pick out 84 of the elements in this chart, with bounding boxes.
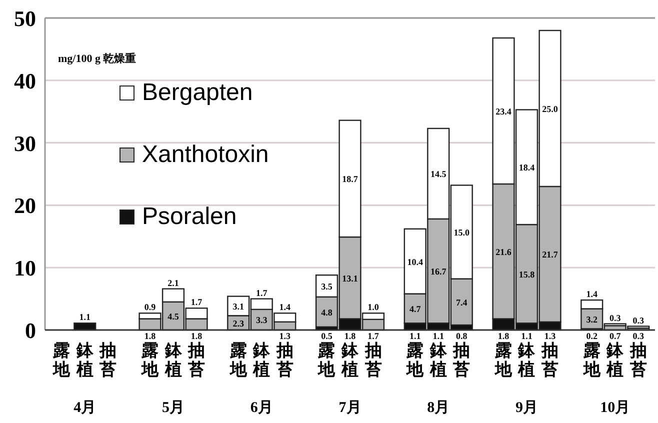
data-label: 0.3 (632, 315, 644, 326)
data-label: 3.1 (232, 301, 244, 312)
data-label: 16.7 (430, 266, 447, 277)
y-axis-title: mg/100 g 乾燥重 (58, 52, 136, 65)
data-label: 0.9 (144, 302, 156, 312)
legend-label: Bergapten (142, 79, 253, 106)
x-tick-label: 鉢植 (517, 341, 536, 379)
x-tick-label: 鉢植 (164, 341, 183, 379)
data-label: 1.8 (190, 331, 203, 341)
data-label: 3.2 (586, 314, 598, 324)
data-label: 15.8 (518, 269, 536, 280)
data-label: 1.1 (432, 331, 444, 341)
x-tick-label: 露地 (52, 341, 72, 379)
data-label: 21.6 (496, 246, 512, 257)
data-label: 0.2 (586, 331, 598, 341)
data-label: 0.7 (609, 331, 622, 341)
data-label: 2.1 (168, 278, 180, 288)
data-label: 18.4 (518, 162, 536, 173)
y-tick-label: 10 (14, 256, 36, 281)
data-label: 10.4 (407, 256, 424, 267)
data-label: 1.7 (368, 331, 380, 341)
data-label: 23.4 (496, 106, 512, 116)
data-label: 1.1 (79, 312, 92, 322)
data-label: 15.0 (454, 228, 470, 238)
data-label: 3.3 (256, 315, 268, 326)
x-tick-label: 鉢植 (75, 341, 94, 379)
data-label: 1.7 (190, 297, 203, 308)
data-label: 0.5 (321, 331, 333, 341)
text: 5月 (162, 400, 185, 416)
y-tick-label: 30 (14, 130, 36, 156)
text: 9月 (515, 400, 538, 416)
data-label: 1.3 (279, 331, 292, 341)
legend-label: Psoralen (142, 203, 237, 230)
x-tick-label: 露地 (406, 341, 425, 379)
legend-label: Xanthotoxin (142, 141, 269, 168)
y-tick-label: 50 (14, 6, 36, 31)
x-tick-label: 抽苔 (98, 341, 117, 379)
data-label: 1.8 (144, 331, 156, 341)
data-label: 4.8 (321, 307, 333, 318)
x-tick-label: 鉢植 (428, 341, 448, 379)
data-label: 3.5 (321, 282, 333, 292)
data-label: 1.8 (344, 331, 356, 341)
data-label: 2.3 (232, 318, 244, 328)
y-tick-label: 40 (14, 68, 36, 94)
x-tick-label: 露地 (494, 341, 513, 379)
x-tick-label: 抽苔 (364, 341, 382, 379)
x-tick-label: 露地 (582, 341, 602, 379)
data-label: 1.4 (279, 302, 292, 312)
x-tick-label: 抽苔 (628, 341, 647, 379)
x-tick-label: 鉢植 (340, 341, 360, 379)
data-label: 1.3 (544, 331, 556, 341)
data-label: 1.4 (586, 289, 598, 300)
data-label: 1.0 (368, 302, 380, 312)
data-label: 1.8 (498, 331, 510, 341)
x-tick-label: 鉢植 (252, 341, 272, 379)
text: 10月 (600, 400, 630, 416)
y-tick-label: 0 (25, 318, 36, 343)
data-label: 25.0 (542, 104, 558, 114)
text: 6月 (250, 400, 273, 416)
data-label: 0.3 (632, 331, 644, 341)
data-label: 7.4 (456, 297, 468, 308)
x-tick-label: 露地 (317, 341, 336, 379)
x-tick-label: 抽苔 (452, 341, 470, 379)
data-label: 0.8 (456, 331, 468, 341)
text: 7月 (338, 400, 362, 416)
text: 4月 (74, 400, 96, 416)
data-label: 0.3 (609, 312, 622, 323)
data-label: 4.5 (168, 311, 180, 322)
x-tick-label: 露地 (228, 341, 248, 379)
data-label: 18.7 (342, 174, 358, 184)
x-tick-label: 鉢植 (606, 341, 625, 379)
x-tick-label: 抽苔 (275, 341, 294, 379)
data-label: 1.1 (521, 331, 533, 341)
y-tick-label: 20 (14, 193, 36, 218)
text: 8月 (427, 400, 450, 416)
data-label: 14.5 (430, 169, 447, 180)
data-label: 4.7 (409, 304, 422, 314)
x-tick-label: 露地 (140, 341, 160, 379)
data-label: 21.7 (542, 250, 558, 260)
x-tick-label: 抽苔 (187, 341, 206, 379)
data-label: 13.1 (342, 273, 358, 284)
data-label: 1.1 (409, 331, 422, 341)
x-tick-label: 抽苔 (540, 341, 558, 379)
data-label: 1.7 (256, 288, 268, 298)
